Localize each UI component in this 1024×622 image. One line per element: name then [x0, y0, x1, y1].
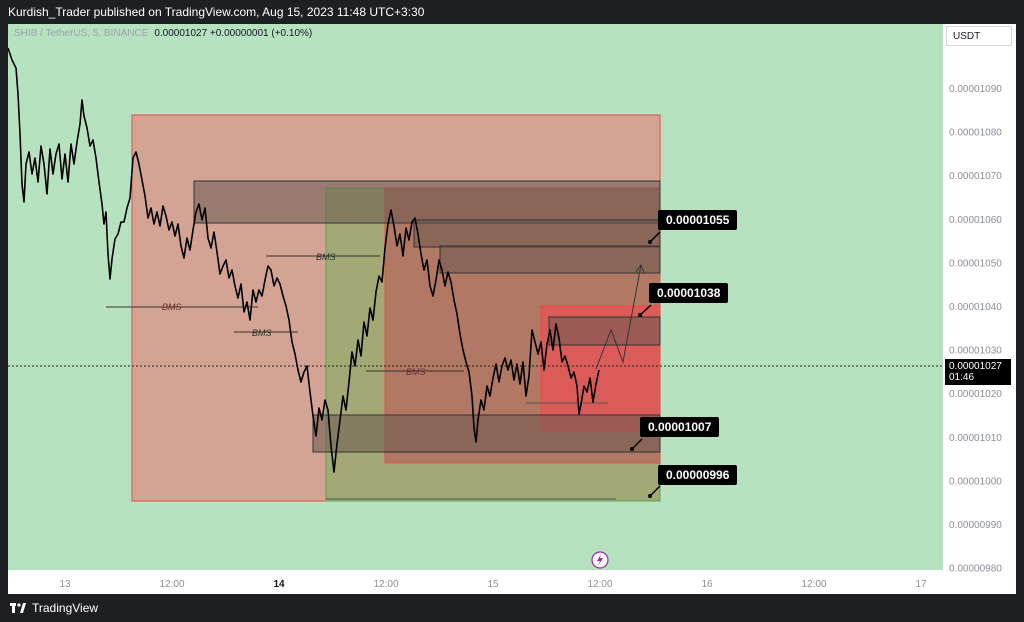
bms-label: BMS: [162, 302, 182, 312]
price-axis-label: 0.00001050: [949, 258, 1002, 269]
price-axis-label: 0.00001030: [949, 346, 1002, 357]
bms-label: BMS: [252, 328, 272, 338]
time-axis-label: 13: [59, 579, 71, 590]
projected-arrowhead: [635, 263, 645, 274]
price-axis: 0.00001090 0.00001080 0.00001070 0.00001060…: [949, 84, 1002, 575]
order-block-4: [548, 316, 661, 346]
brand-name[interactable]: TradingView: [32, 601, 99, 615]
callout-dot: [630, 447, 634, 451]
order-block-5: [312, 414, 661, 453]
symbol-name[interactable]: SHIB / TetherUS, 5, BINANCE: [14, 28, 149, 39]
price-tag-1007: 0.00001007: [640, 417, 720, 437]
time-axis-label: 12:00: [587, 579, 612, 590]
symbol-legend: SHIB / TetherUS, 5, BINANCE 0.00001027 +0…: [14, 28, 312, 39]
callout-pointer: [649, 231, 661, 243]
order-block-2: [413, 219, 661, 248]
callout-dot: [648, 240, 652, 244]
callout-dot: [638, 313, 642, 317]
time-axis-background: [8, 570, 943, 594]
order-block-3: [439, 245, 661, 274]
price-axis-label: 0.00000980: [949, 564, 1002, 575]
price-line: [8, 47, 600, 473]
bms-label: BMS: [316, 252, 336, 262]
time-axis: 13 12:00 14 12:00 15 12:00 16 12:00 17: [59, 579, 927, 590]
time-axis-label: 17: [915, 579, 927, 590]
time-axis-label: 15: [487, 579, 499, 590]
price-chart[interactable]: BMS BMS BMS BMS 0.000010900.000010800.00…: [8, 24, 1016, 594]
current-price-tag: 0.00001027 01:46: [945, 359, 1011, 385]
price-axis-label: 0.00001090: [949, 84, 1002, 95]
symbol-values: 0.00001027 +0.00000001 (+0.10%): [154, 28, 313, 39]
time-axis-label: 12:00: [159, 579, 184, 590]
current-price-value: 0.00001027: [949, 361, 1002, 372]
chart-frame[interactable]: BMS BMS BMS BMS 0.00001090 0.00001080 0.00…: [8, 24, 1016, 594]
tradingview-logo-icon: [10, 602, 26, 614]
price-tag-1055: 0.00001055: [658, 210, 738, 230]
price-axis-label: 0.00001000: [949, 476, 1002, 487]
publication-header: Kurdish_Trader published on TradingView.…: [0, 0, 1024, 24]
price-axis-label: 0.00001010: [949, 433, 1002, 444]
lightning-icon[interactable]: [591, 551, 609, 569]
publication-title: Kurdish_Trader published on TradingView.…: [8, 5, 425, 19]
time-axis-label: 12:00: [801, 579, 826, 590]
price-axis-label: 0.00001080: [949, 128, 1002, 139]
bar-countdown: 01:46: [949, 372, 975, 383]
price-axis-background: [943, 24, 1016, 570]
price-axis-label: 0.00001070: [949, 171, 1002, 182]
bms-label: BMS: [406, 367, 426, 377]
time-axis-label: 14: [273, 579, 285, 590]
order-block-1: [193, 180, 661, 224]
callout-pointer: [649, 485, 661, 497]
price-axis-label: 0.00001020: [949, 389, 1002, 400]
price-tag-1038: 0.00001038: [649, 283, 729, 303]
currency-button[interactable]: USDT: [946, 26, 1012, 46]
time-axis-label: 16: [701, 579, 713, 590]
footer: TradingView: [0, 594, 1024, 622]
price-tag-996: 0.00000996: [658, 465, 738, 485]
callout-dot: [648, 494, 652, 498]
callout-pointer: [639, 304, 652, 316]
price-axis-label: 0.00000990: [949, 520, 1002, 531]
time-axis-label: 12:00: [373, 579, 398, 590]
price-axis-label: 0.00001060: [949, 215, 1002, 226]
projected-path: [595, 264, 642, 370]
callout-pointer: [631, 438, 643, 450]
price-axis-label: 0.00001040: [949, 302, 1002, 313]
